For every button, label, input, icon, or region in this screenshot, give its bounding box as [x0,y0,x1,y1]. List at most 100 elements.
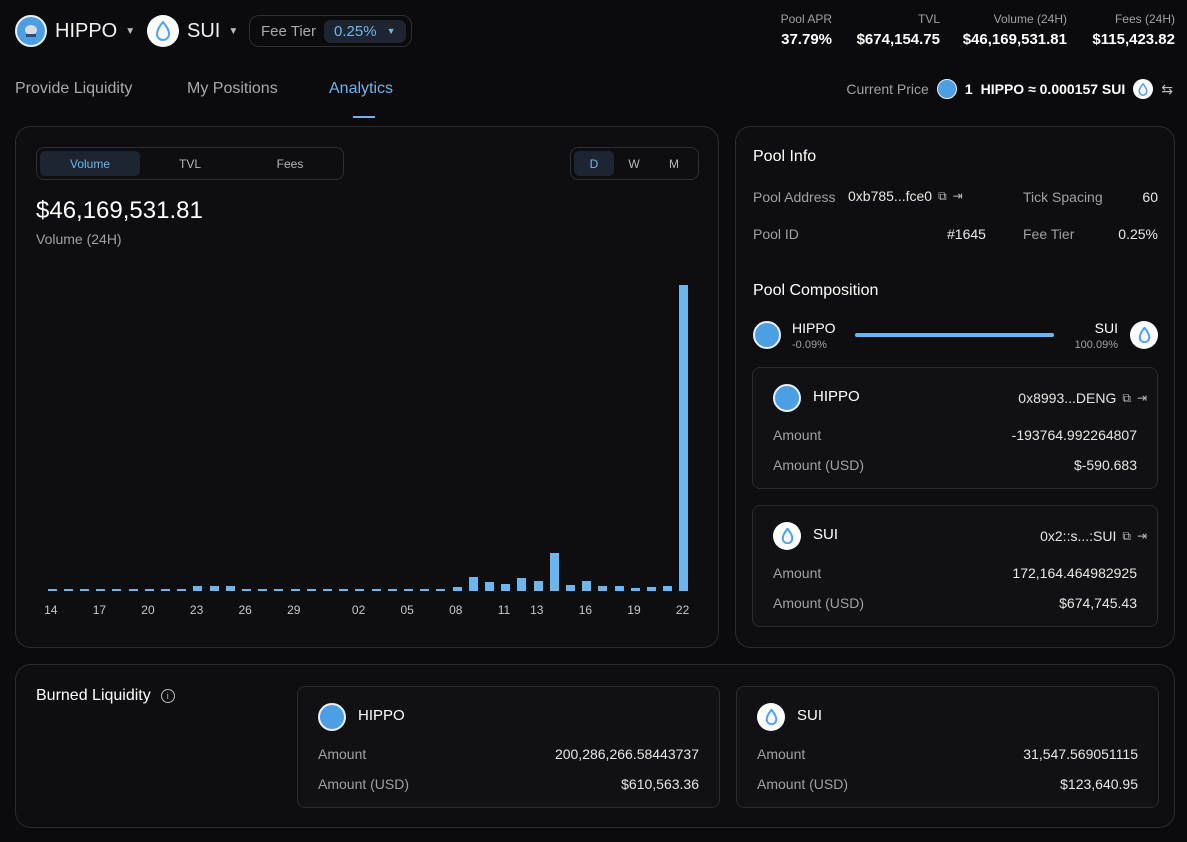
chart-bar[interactable] [647,587,656,591]
x-tick-label: 14 [44,603,58,617]
composition-token-a-pct: -0.09% [792,339,827,351]
chart-bar[interactable] [614,585,624,591]
chart-bar[interactable] [436,588,446,591]
copy-icon[interactable]: ⧉ [1122,528,1131,543]
chart-bar[interactable] [112,589,122,591]
external-link-icon[interactable]: ⇥ [1136,529,1147,543]
chart-bar[interactable] [485,581,494,591]
chart-bar[interactable] [177,589,187,591]
external-link-icon[interactable]: ⇥ [952,189,963,203]
sui-token-icon [773,522,801,550]
chart-bar[interactable] [468,576,478,591]
chart-bar[interactable] [242,588,251,591]
amount-label: Amount [757,746,806,762]
chart-bar[interactable] [225,585,235,591]
chart-bar[interactable] [193,585,203,591]
chart-bar[interactable] [258,589,268,591]
chart-bar[interactable] [371,588,381,591]
chart-bar[interactable] [630,587,640,591]
composition-bar [855,333,1054,337]
token-b-selector[interactable]: SUI ▼ [147,15,238,47]
chart-bar[interactable] [582,580,592,591]
chart-bar[interactable] [452,587,462,591]
burned-liquidity-title: Burned Liquidity [36,687,151,704]
chart-bar[interactable] [339,589,349,591]
chart-bar[interactable] [274,589,284,591]
x-axis-ticks: 14 17 20 23 26 29 02 05 08 11 13 16 19 22 [44,603,692,619]
chart-bar[interactable] [128,589,138,591]
chart-bar[interactable] [387,589,397,591]
x-tick-label: 08 [449,603,463,617]
fee-tier-label: Fee Tier [1023,226,1075,242]
card-token-name: HIPPO [358,707,405,724]
copy-icon[interactable]: ⧉ [938,188,947,203]
period-tab-month[interactable]: M [669,156,679,171]
x-tick-label: 13 [530,603,544,617]
chart-bar[interactable] [306,589,316,591]
stat-pool-apr: Pool APR 37.79% [781,12,832,48]
period-tab-day[interactable]: D [574,151,614,176]
chevron-down-icon: ▼ [228,25,239,37]
metric-tab-volume[interactable]: Volume [40,151,140,176]
burned-card-sui: SUI Amount 31,547.569051115 Amount (USD)… [736,686,1159,808]
info-icon[interactable]: i [160,689,175,703]
pool-info-title: Pool Info [753,148,817,165]
chart-bar[interactable] [96,589,106,591]
sui-token-icon [1133,79,1154,99]
chart-bar[interactable] [549,553,559,591]
pool-address: 0xb785...fce0 ⧉ ⇥ [848,188,963,204]
chart-bar[interactable] [161,589,170,591]
hippo-token-icon [15,15,47,47]
fee-tier-pill[interactable]: 0.25% ▼ [324,19,406,43]
sui-token-icon [147,15,179,47]
composition-token-b-pct: 100.09% [1074,339,1118,351]
hippo-token-icon [773,384,801,412]
chart-bar[interactable] [679,284,689,591]
chart-bar[interactable] [80,589,89,591]
amount-usd-value: $123,640.95 [1060,776,1138,792]
token-a-selector[interactable]: HIPPO ▼ [15,15,135,47]
chart-bar[interactable] [47,589,57,591]
amount-usd-value: $610,563.36 [621,776,699,792]
amount-label: Amount [318,746,367,762]
composition-bar-fill [855,333,1054,337]
tick-spacing-value: 60 [1142,189,1158,205]
tab-my-positions[interactable]: My Positions [187,80,278,97]
tab-analytics[interactable]: Analytics [329,80,394,97]
pool-address-value: 0xb785...fce0 [848,188,933,204]
chart-bar[interactable] [323,589,332,591]
amount-value: 31,547.569051115 [1023,746,1138,762]
period-tab-week[interactable]: W [628,156,640,171]
chart-bar[interactable] [533,580,543,591]
external-link-icon[interactable]: ⇥ [1136,391,1147,405]
chart-bar[interactable] [355,588,365,591]
chart-bar[interactable] [63,589,73,591]
chart-bar[interactable] [598,585,608,591]
x-tick-label: 05 [400,603,414,617]
burned-liquidity-header: Burned Liquidity i [36,687,175,705]
chart-bar[interactable] [566,585,575,591]
chart-bar[interactable] [517,577,527,591]
copy-icon[interactable]: ⧉ [1122,390,1131,405]
hippo-token-icon [318,703,346,731]
current-price-label: Current Price [846,81,929,97]
chart-bar[interactable] [663,586,673,591]
x-tick-label: 22 [675,603,690,617]
stat-label: Pool APR [780,12,832,26]
token-b-name: SUI [187,19,221,42]
amount-usd-label: Amount (USD) [318,776,410,792]
chart-bar[interactable] [404,589,413,591]
chart-bar[interactable] [144,589,154,591]
chart-bar[interactable] [290,589,300,591]
pool-id-label: Pool ID [753,226,799,242]
tab-provide-liquidity[interactable]: Provide Liquidity [15,80,133,97]
metric-tab-tvl[interactable]: TVL [178,156,201,171]
fee-tier-selector[interactable]: Fee Tier 0.25% ▼ [249,15,412,47]
metric-tab-fees[interactable]: Fees [276,156,304,171]
chart-bar[interactable] [209,585,219,591]
swap-direction-icon[interactable]: ⇆ [1161,80,1173,97]
stat-value: 37.79% [781,31,832,48]
chart-bar[interactable] [501,584,511,591]
chart-bar[interactable] [420,589,430,591]
amount-usd-label: Amount (USD) [773,457,865,473]
